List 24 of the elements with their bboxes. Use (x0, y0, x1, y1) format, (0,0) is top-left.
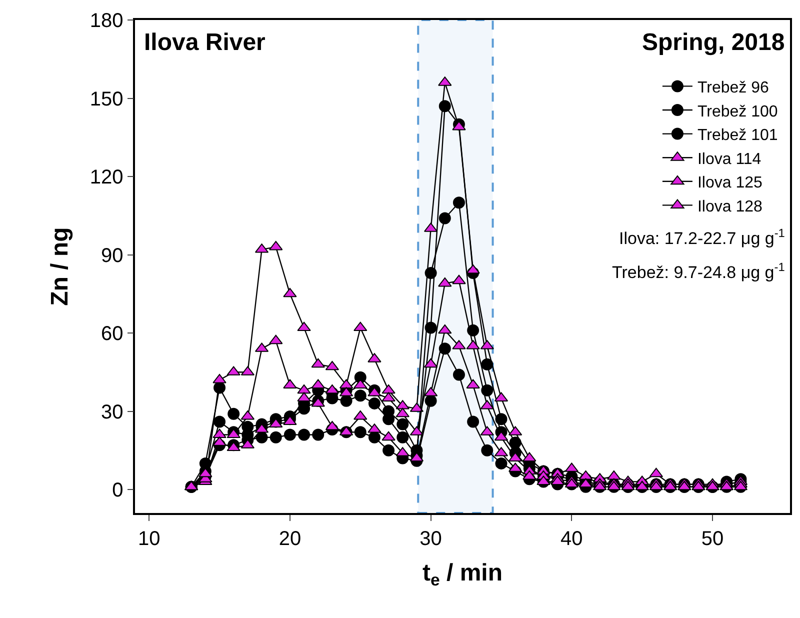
y-tick-label: 90 (101, 244, 124, 267)
x-axis-title: t$_{e}$ / min (422, 560, 503, 590)
legend-label: Trebež 96 (697, 79, 769, 96)
x-tick-label: 50 (701, 528, 724, 550)
annotation: Trebež: 9.7-24.8 μg g$^{-1}$ (612, 260, 786, 282)
x-tick-label: 10 (138, 528, 160, 550)
legend-label: Ilova 128 (697, 198, 762, 216)
annotation: Ilova: 17.2-22.7 μg g$^{-1}$ (619, 226, 786, 248)
y-tick-label: 0 (112, 480, 124, 502)
legend-label: Ilova 125 (697, 174, 762, 192)
y-tick-label: 120 (90, 166, 124, 189)
y-tick-label: 150 (90, 88, 124, 110)
annotation: Ilova River (144, 29, 266, 56)
x-tick-label: 20 (278, 528, 302, 550)
y-tick-label: 30 (101, 401, 124, 424)
legend-label: Trebež 101 (697, 127, 778, 144)
legend-label: Trebež 100 (697, 103, 778, 120)
y-tick-label: 60 (101, 323, 124, 346)
y-axis-title: Zn / ng (46, 227, 74, 306)
x-tick-label: 30 (420, 528, 442, 550)
x-tick-label: 40 (560, 528, 583, 550)
annotation: Spring, 2018 (642, 29, 785, 56)
y-tick-label: 180 (90, 10, 124, 32)
legend-label: Ilova 114 (697, 150, 762, 168)
